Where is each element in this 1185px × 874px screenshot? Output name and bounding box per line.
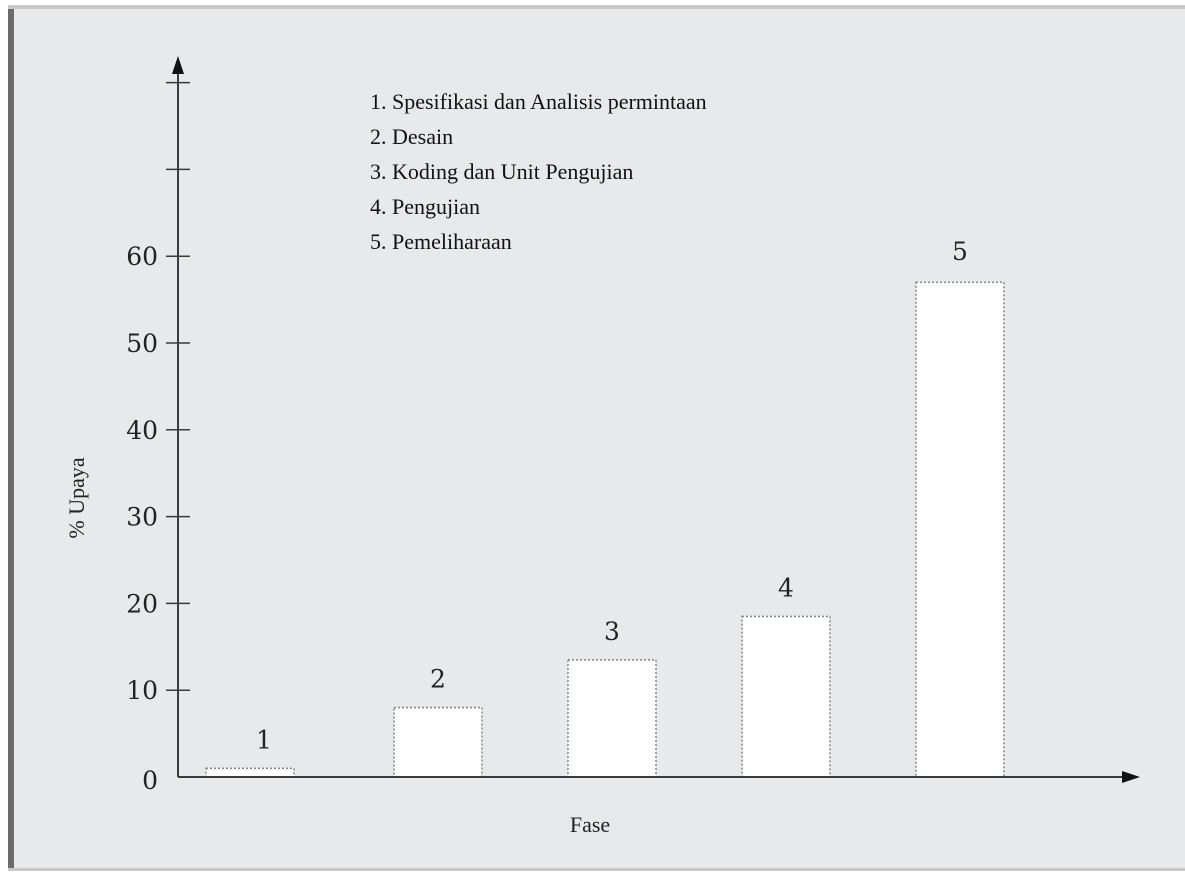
bar-label-4: 4 bbox=[778, 573, 794, 602]
bar-4 bbox=[741, 615, 831, 778]
y-axis-arrow-icon bbox=[172, 56, 184, 74]
y-axis-title: % Upaya bbox=[64, 457, 89, 538]
frame-left-edge bbox=[8, 5, 14, 871]
y-ticks-group: 0 10 20 30 40 50 60 bbox=[126, 81, 190, 795]
y-tick-label: 0 bbox=[142, 766, 158, 795]
bar-label-1: 1 bbox=[256, 725, 272, 754]
legend-item: 2. Desain bbox=[370, 124, 453, 149]
frame-bottom-edge bbox=[8, 868, 1185, 871]
y-tick-label: 30 bbox=[126, 503, 158, 532]
y-tick-label: 60 bbox=[126, 242, 158, 271]
x-axis-arrow-icon bbox=[1122, 771, 1140, 783]
bar-label-5: 5 bbox=[952, 237, 968, 266]
y-tick-label: 20 bbox=[126, 589, 158, 618]
bar-2 bbox=[393, 706, 483, 778]
bar-1 bbox=[205, 767, 295, 778]
y-tick-label: 50 bbox=[126, 329, 158, 358]
y-tick-label: 10 bbox=[126, 676, 158, 705]
x-axis-title: Fase bbox=[570, 812, 610, 837]
bars-group bbox=[205, 281, 1005, 778]
legend-item: 1. Spesifikasi dan Analisis permintaan bbox=[370, 89, 707, 114]
legend-item: 4. Pengujian bbox=[370, 194, 480, 219]
y-tick-label: 40 bbox=[126, 416, 158, 445]
bar-3 bbox=[567, 659, 657, 778]
legend: 1. Spesifikasi dan Analisis permintaan 2.… bbox=[370, 89, 707, 254]
frame-top-edge bbox=[8, 5, 1185, 9]
bar-label-2: 2 bbox=[430, 665, 446, 694]
bar-5 bbox=[915, 281, 1005, 778]
bar-labels-group: 1 2 3 4 5 bbox=[256, 237, 968, 754]
bar-label-3: 3 bbox=[604, 617, 620, 646]
legend-item: 5. Pemeliharaan bbox=[370, 229, 512, 254]
legend-item: 3. Koding dan Unit Pengujian bbox=[370, 159, 633, 184]
